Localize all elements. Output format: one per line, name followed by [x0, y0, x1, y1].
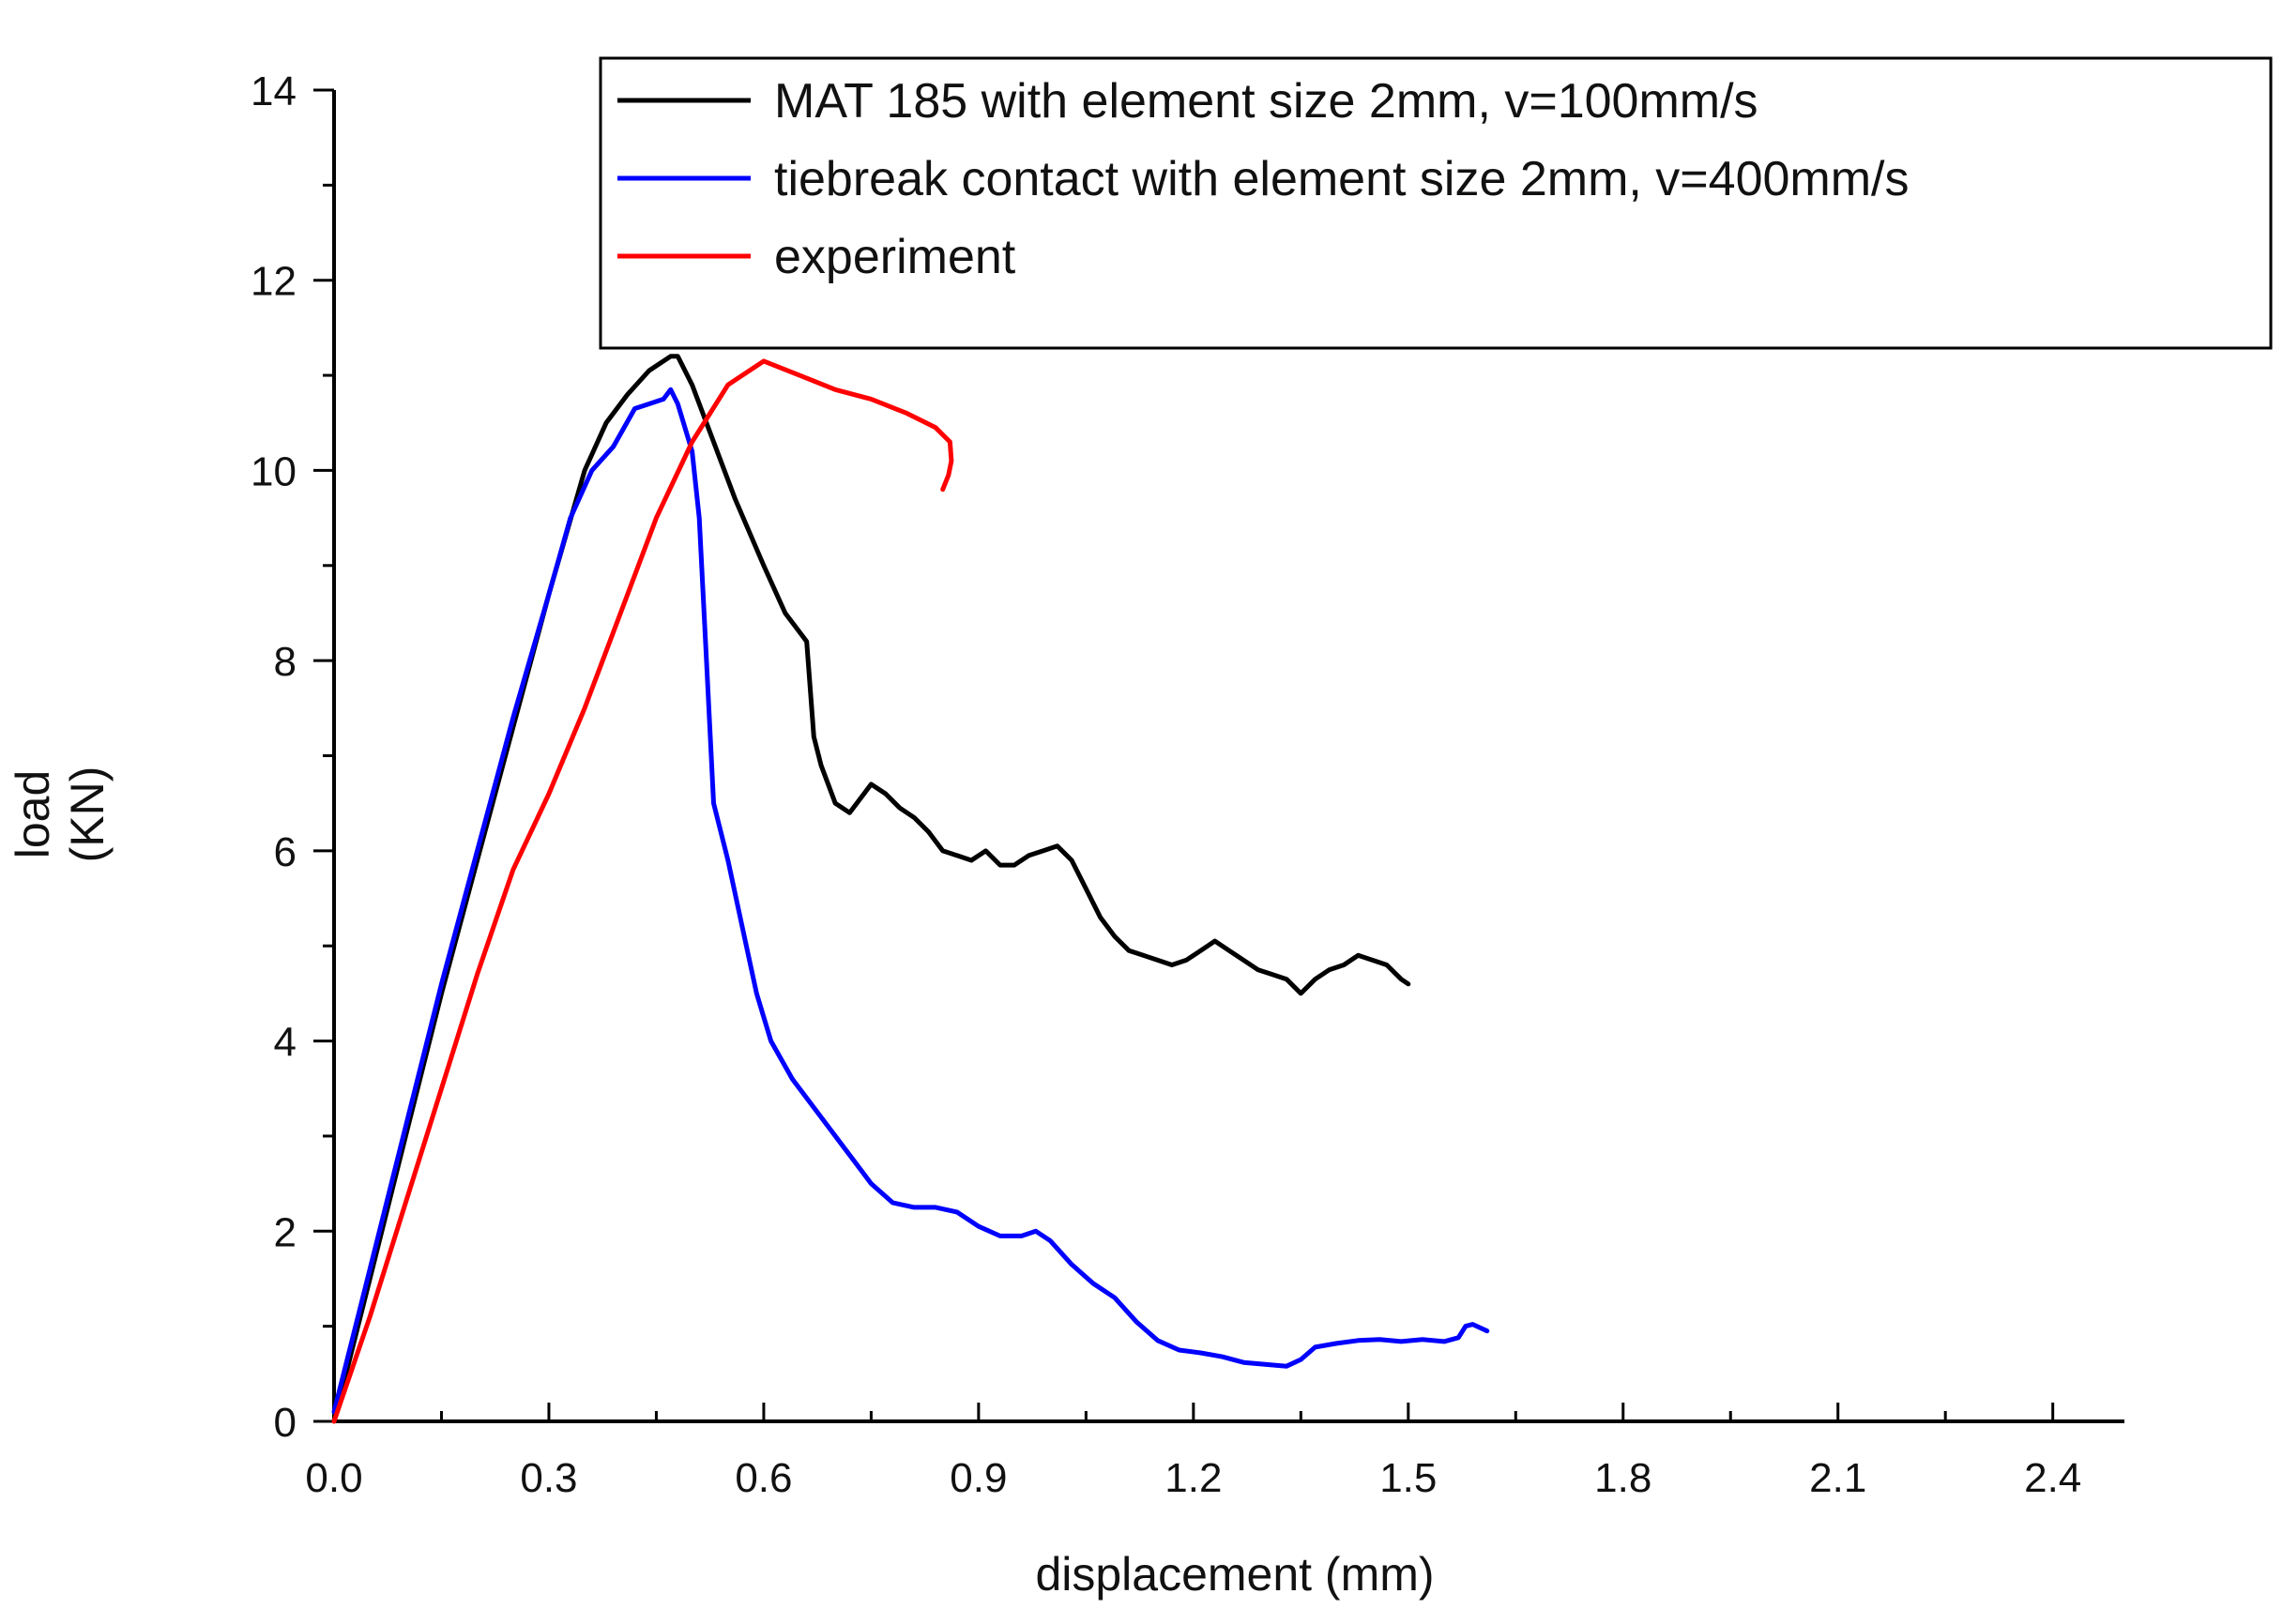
series-line-1: [331, 354, 1411, 1424]
y-tick-label: 12: [251, 259, 297, 305]
y-axis-title-line2: (KN): [61, 766, 114, 863]
axes: 0.0 0.3 0.6 0.9 1.2 1.5 1.8 2.1 2.4 0 2 4 6 8 10 12 14: [251, 68, 2124, 1501]
series-lines: [331, 354, 1490, 1424]
x-tick-label: 1.2: [1164, 1455, 1222, 1501]
x-tick-label: 0.0: [305, 1455, 362, 1501]
x-tick-label: 1.5: [1379, 1455, 1437, 1501]
x-tick-label: 2.1: [1809, 1455, 1866, 1501]
series-line-2: [331, 387, 1490, 1415]
legend-box: [599, 56, 2273, 350]
y-tick-label: 8: [274, 639, 297, 685]
legend-label: tiebreak contact with element size 2mm, …: [774, 152, 1909, 206]
y-tick-label: 6: [274, 829, 297, 875]
x-axis-title: displacement (mm): [1035, 1548, 1434, 1601]
legend-label: experiment: [774, 230, 1016, 284]
legend-label: MAT 185 with element size 2mm, v=100mm/s: [774, 74, 1758, 129]
y-tick-label: 14: [251, 68, 297, 114]
axis-titles: displacement (mm) load (KN): [7, 766, 1435, 1601]
y-tick-label: 0: [274, 1400, 297, 1446]
x-tick-label: 0.3: [520, 1455, 577, 1501]
x-tick-label: 1.8: [1594, 1455, 1651, 1501]
x-tick-label: 2.4: [2024, 1455, 2081, 1501]
x-tick-label: 0.9: [950, 1455, 1007, 1501]
series-line-3: [331, 358, 954, 1424]
x-tick-label: 0.6: [735, 1455, 792, 1501]
y-tick-label: 4: [274, 1020, 297, 1066]
y-tick-label: 10: [251, 448, 297, 494]
y-tick-label: 2: [274, 1209, 297, 1255]
legend: MAT 185 with element size 2mm, v=100mm/s…: [599, 56, 2273, 350]
y-axis-title-line1: load: [7, 770, 59, 859]
